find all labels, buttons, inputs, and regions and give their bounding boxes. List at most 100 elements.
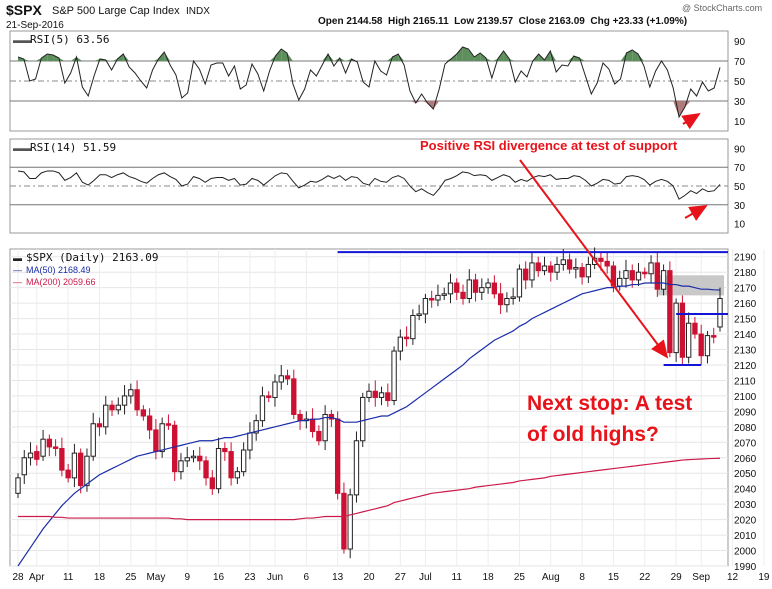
price-candle xyxy=(372,390,378,398)
price-candle xyxy=(510,296,516,299)
annotation-arrows xyxy=(519,112,708,359)
price-candle xyxy=(623,270,629,279)
arrow-rsi14-divergence xyxy=(684,205,708,221)
price-candle xyxy=(560,259,566,265)
price-y-tick: 2040 xyxy=(734,485,757,496)
price-candle xyxy=(573,267,579,270)
rsi-y-tick: 30 xyxy=(734,201,746,212)
x-tick-label: 23 xyxy=(244,572,256,583)
price-candle xyxy=(566,259,573,270)
price-candle xyxy=(40,438,46,457)
rsi-overbought-fill xyxy=(345,59,352,61)
x-tick-label: 25 xyxy=(125,572,137,583)
ma50-line xyxy=(17,282,721,567)
x-tick-label: 9 xyxy=(184,572,190,583)
price-candle xyxy=(178,460,184,473)
x-tick-label: Sep xyxy=(692,572,710,583)
price-y-tick: 2170 xyxy=(734,284,757,295)
price-candle xyxy=(692,322,698,335)
header-ohlc: Open 2144.58 High 2165.11 Low 2139.57 Cl… xyxy=(318,16,687,27)
price-candle xyxy=(291,378,297,415)
x-tick-label: 28 xyxy=(12,572,24,583)
price-candle xyxy=(598,257,604,262)
price-candle xyxy=(667,270,673,354)
x-tick-label: Jun xyxy=(267,572,283,583)
price-candle xyxy=(341,492,347,550)
price-candle xyxy=(15,477,21,494)
price-candle xyxy=(554,263,560,273)
rsi-overbought-fill xyxy=(638,54,644,61)
price-y-tick: 2050 xyxy=(734,469,757,480)
rsi-y-tick: 90 xyxy=(734,37,746,48)
price-candle xyxy=(698,333,704,357)
price-candle xyxy=(535,262,541,272)
rsi-overbought-fill xyxy=(567,56,574,61)
price-candle xyxy=(472,279,479,293)
price-candle xyxy=(479,287,485,293)
price-candle xyxy=(660,270,667,290)
x-tick-label: 22 xyxy=(639,572,651,583)
price-candle xyxy=(134,389,140,411)
rsi-overbought-fill xyxy=(47,54,54,61)
price-candle xyxy=(90,423,96,457)
price-candle xyxy=(228,451,234,479)
price-y-tick: 2080 xyxy=(734,423,757,434)
price-candle xyxy=(184,457,190,462)
x-tick-label: 13 xyxy=(332,572,344,583)
price-y-tick: 2100 xyxy=(734,392,757,403)
rsi-overbought-fill xyxy=(486,58,492,61)
price-candle xyxy=(529,262,535,281)
header-watermark: @ StockCharts.com xyxy=(682,3,762,13)
rsi-y-tick: 50 xyxy=(734,182,746,193)
price-candle xyxy=(140,409,147,417)
price-panel: 2190 2180 2170 2160 2150 2140 2130 2120 2110 2100… xyxy=(9,247,765,573)
rsi-legend-label: RSI(14) 51.59 xyxy=(30,141,116,154)
price-candle xyxy=(272,381,278,398)
price-candle xyxy=(240,449,247,473)
price-y-tick: 2030 xyxy=(734,500,757,511)
rsi-overbought-fill xyxy=(474,53,481,61)
rsi14-panel: 90 70 50 30 10 ▬▬ RSI(14) 51.59 xyxy=(9,138,746,234)
price-candle xyxy=(215,447,222,490)
price-candle xyxy=(165,423,172,426)
rsi-overbought-fill xyxy=(281,49,288,61)
price-candle xyxy=(579,267,585,278)
x-tick-label: 6 xyxy=(304,572,310,583)
x-tick-label: 18 xyxy=(483,572,495,583)
price-y-tick: 1990 xyxy=(734,562,757,573)
rsi-overbought-fill xyxy=(550,51,557,61)
x-tick-label: 11 xyxy=(63,572,74,583)
price-y-tick: 2160 xyxy=(734,299,757,310)
price-candle xyxy=(159,423,165,453)
price-candle xyxy=(604,260,610,267)
price-candle xyxy=(316,430,322,442)
price-candle xyxy=(203,460,209,479)
price-candle xyxy=(403,336,410,340)
x-tick-label: 15 xyxy=(608,572,620,583)
header-symbol: $SPX xyxy=(6,2,42,18)
price-candle xyxy=(128,389,134,397)
price-candle xyxy=(284,375,291,380)
price-legend-label: $SPX (Daily) 2163.09 xyxy=(26,251,158,264)
rsi-y-tick: 90 xyxy=(734,144,746,155)
rsi-overbought-fill xyxy=(94,59,100,61)
price-candle xyxy=(121,395,128,406)
price-y-tick: 2150 xyxy=(734,315,757,326)
price-candle xyxy=(259,395,266,422)
rsi-overbought-fill xyxy=(456,47,463,61)
price-candle xyxy=(253,420,259,434)
price-y-tick: 2130 xyxy=(734,346,757,357)
price-candle xyxy=(429,297,435,301)
price-candle xyxy=(65,469,71,479)
price-candle xyxy=(391,350,397,402)
price-candle xyxy=(447,282,454,295)
price-y-tick: 2020 xyxy=(734,516,757,527)
x-tick-label: 19 xyxy=(758,572,770,583)
rsi-y-tick: 10 xyxy=(734,220,746,231)
price-candle xyxy=(416,313,422,316)
price-candle xyxy=(648,262,654,275)
price-candle xyxy=(52,446,59,449)
price-y-tick: 2060 xyxy=(734,454,757,465)
price-candle xyxy=(109,404,115,411)
